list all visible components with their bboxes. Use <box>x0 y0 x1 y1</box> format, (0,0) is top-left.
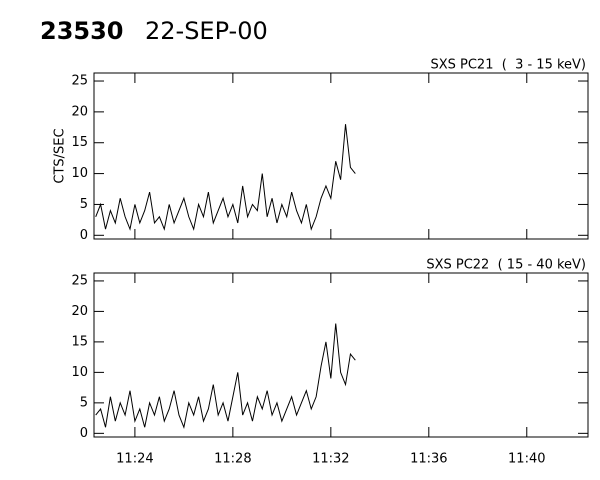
y-tick-label: 5 <box>80 395 88 410</box>
y-tick-label: 15 <box>71 334 88 349</box>
light-curve <box>95 124 356 231</box>
x-tick-label: 11:36 <box>410 452 447 467</box>
y-tick-label: 25 <box>71 273 88 288</box>
panel-title: SXS PC22 ( 15 - 40 keV) <box>426 258 586 273</box>
panel-title: SXS PC21 ( 3 - 15 keV) <box>430 58 586 73</box>
observation-date: 22-SEP-00 <box>145 17 268 45</box>
y-tick-label: 15 <box>71 135 88 150</box>
y-tick-label: 10 <box>71 365 88 380</box>
observation-id: 23530 <box>40 17 124 45</box>
light-curve <box>95 323 356 429</box>
x-tick-label: 11:32 <box>312 452 349 467</box>
y-axis-label: CTS/SEC <box>53 128 68 183</box>
x-tick-label: 11:24 <box>116 452 153 467</box>
y-tick-label: 25 <box>71 74 88 89</box>
y-tick-label: 5 <box>80 197 88 212</box>
y-tick-label: 20 <box>71 304 88 319</box>
x-tick-label: 11:40 <box>508 452 545 467</box>
y-tick-label: 0 <box>80 426 88 441</box>
plot-frame <box>93 72 589 240</box>
x-tick-label: 11:28 <box>214 452 251 467</box>
plot-frame <box>93 272 589 438</box>
y-tick-label: 20 <box>71 104 88 119</box>
y-tick-label: 0 <box>80 228 88 243</box>
y-tick-label: 10 <box>71 166 88 181</box>
